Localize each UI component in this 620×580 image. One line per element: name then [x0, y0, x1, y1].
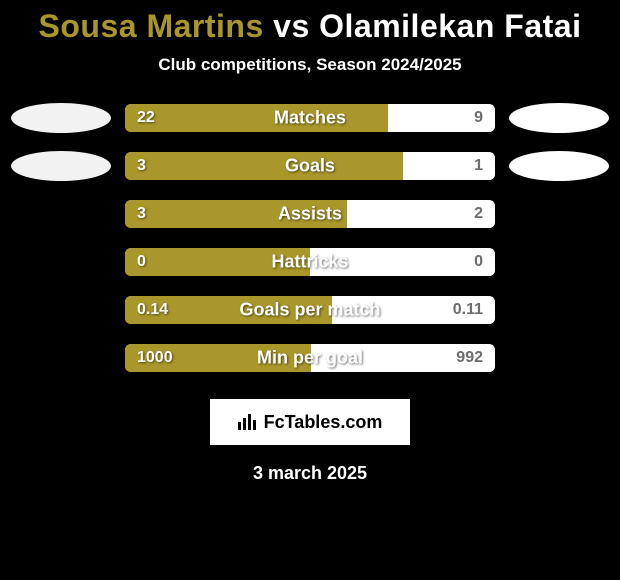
- stat-bar: 1000 992 Min per goal: [125, 344, 495, 372]
- value-left: 1000: [137, 349, 173, 367]
- value-left: 3: [137, 157, 146, 175]
- stat-rows: 22 9 Matches 3 1 Goals 3 2 Assists 0 0 Hattricks 0.1…: [11, 103, 609, 391]
- value-left: 3: [137, 205, 146, 223]
- oval-spacer: [509, 199, 609, 229]
- stat-row: 3 1 Goals: [11, 151, 609, 181]
- value-right: 9: [474, 109, 483, 127]
- stat-label: Hattricks: [271, 252, 348, 273]
- oval-spacer: [509, 247, 609, 277]
- bar-segment-left: [125, 152, 403, 180]
- stat-label: Goals: [285, 156, 335, 177]
- logo-box: FcTables.com: [210, 399, 410, 445]
- stat-bar: 3 2 Assists: [125, 200, 495, 228]
- value-right: 0: [474, 253, 483, 271]
- bar-chart-icon: [238, 412, 258, 433]
- oval-spacer: [11, 247, 111, 277]
- team-oval-right: [509, 151, 609, 181]
- date-label: 3 march 2025: [253, 463, 367, 484]
- value-right: 992: [456, 349, 483, 367]
- title-player-right: Olamilekan Fatai: [319, 8, 581, 44]
- oval-spacer: [509, 343, 609, 373]
- stat-row: 3 2 Assists: [11, 199, 609, 229]
- team-oval-left: [11, 151, 111, 181]
- stat-row: 1000 992 Min per goal: [11, 343, 609, 373]
- stat-label: Goals per match: [239, 300, 380, 321]
- value-right: 0.11: [453, 301, 483, 319]
- value-left: 22: [137, 109, 155, 127]
- value-right: 2: [474, 205, 483, 223]
- oval-spacer: [11, 295, 111, 325]
- stat-label: Matches: [274, 108, 346, 129]
- logo-text: FcTables.com: [264, 412, 383, 433]
- team-oval-right: [509, 103, 609, 133]
- stat-row: 0.14 0.11 Goals per match: [11, 295, 609, 325]
- stat-row: 22 9 Matches: [11, 103, 609, 133]
- value-left: 0.14: [137, 301, 168, 319]
- comparison-infographic: Sousa Martins vs Olamilekan Fatai Club c…: [0, 0, 620, 484]
- stat-row: 0 0 Hattricks: [11, 247, 609, 277]
- stat-bar: 22 9 Matches: [125, 104, 495, 132]
- value-left: 0: [137, 253, 146, 271]
- stat-bar: 0 0 Hattricks: [125, 248, 495, 276]
- stat-label: Min per goal: [257, 348, 363, 369]
- team-oval-left: [11, 103, 111, 133]
- bar-segment-right: [347, 200, 495, 228]
- page-title: Sousa Martins vs Olamilekan Fatai: [39, 8, 582, 45]
- title-vs: vs: [273, 8, 310, 44]
- value-right: 1: [474, 157, 483, 175]
- oval-spacer: [509, 295, 609, 325]
- bar-segment-left: [125, 104, 388, 132]
- stat-bar: 0.14 0.11 Goals per match: [125, 296, 495, 324]
- oval-spacer: [11, 199, 111, 229]
- stat-label: Assists: [278, 204, 342, 225]
- subtitle: Club competitions, Season 2024/2025: [158, 55, 461, 75]
- stat-bar: 3 1 Goals: [125, 152, 495, 180]
- oval-spacer: [11, 343, 111, 373]
- title-player-left: Sousa Martins: [39, 8, 264, 44]
